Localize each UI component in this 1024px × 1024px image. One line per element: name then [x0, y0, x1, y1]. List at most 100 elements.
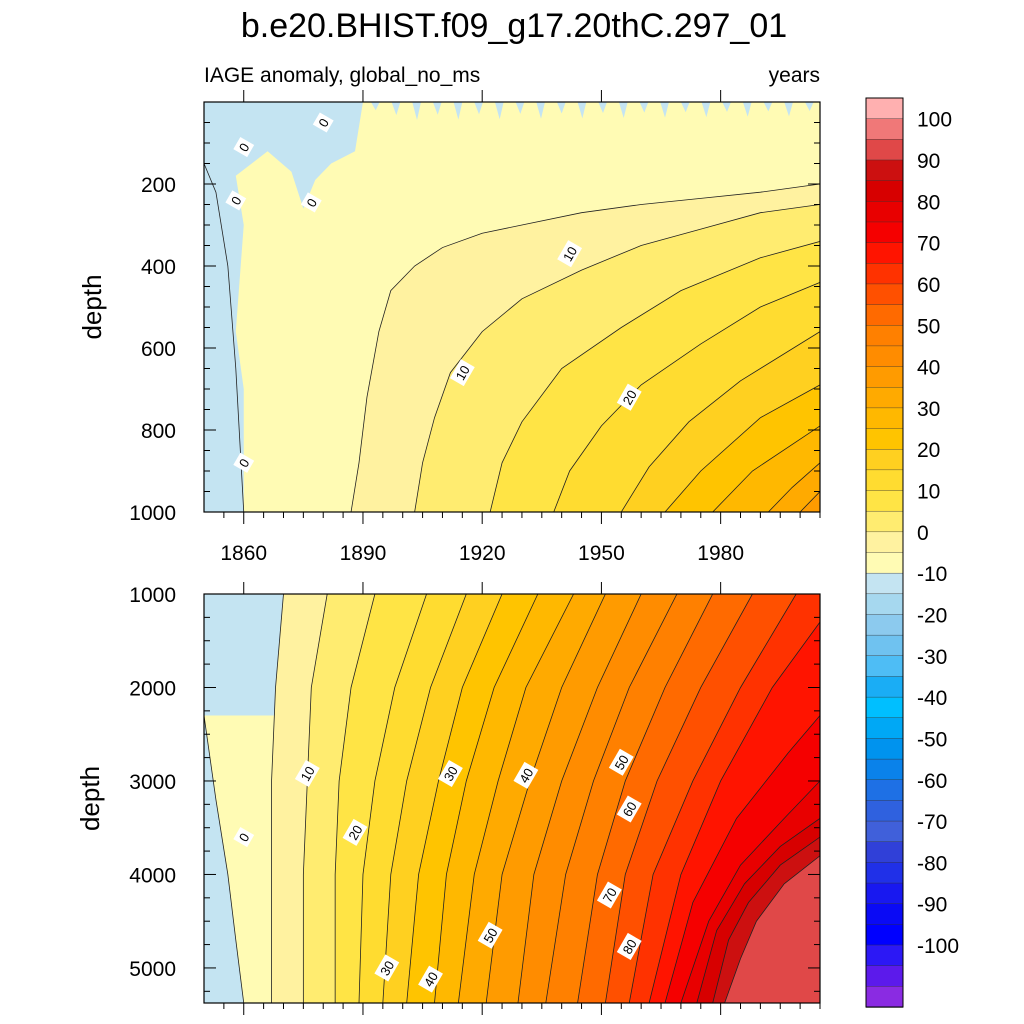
contour-label-text: 10: [453, 363, 473, 383]
y-tick-label: 400: [141, 256, 176, 279]
colorbar-frame: [865, 97, 904, 1008]
colorbar-swatch: [865, 593, 904, 616]
colorbar-swatch: [865, 407, 904, 430]
colorbar-swatch: [865, 304, 904, 326]
negative-spike: [494, 102, 504, 120]
contour-line-40: [457, 594, 574, 1003]
contour-line-40: [768, 462, 820, 512]
contour-label-text: 30: [377, 958, 397, 978]
colorbar-swatch: [865, 242, 904, 264]
contour-label-0: 0: [300, 192, 322, 213]
colorbar-swatch: [865, 490, 904, 512]
y-axis-label: depth: [75, 766, 105, 831]
contour-line-75: [648, 621, 820, 1003]
contour-label-text: 50: [480, 925, 500, 945]
contour-label-0: 0: [312, 112, 334, 133]
lower-panel: 0 10 20 30 40 50 60 30 40 50 70 80 1000 2000 3000 4000 5…: [75, 582, 821, 1015]
contour-label-0: 0: [233, 452, 255, 473]
contour-label-bg: [233, 137, 255, 158]
contour-line-20: [553, 282, 820, 512]
negative-spike: [722, 102, 731, 112]
colorbar-label: -90: [917, 894, 947, 917]
colorbar-swatch: [865, 139, 904, 161]
colorbar-swatch: [865, 738, 904, 760]
contour-band-40: [768, 462, 820, 512]
contour-label-bg: [300, 192, 322, 213]
y-tick-label: 800: [141, 420, 176, 443]
colorbar-label: -20: [917, 604, 947, 627]
colorbar-label: -60: [917, 770, 947, 793]
contour-line-70: [628, 594, 797, 1003]
negative-spike: [536, 102, 545, 119]
colorbar-swatch: [865, 263, 904, 285]
contour-label-10: 10: [294, 759, 320, 788]
colorbar-swatch: [865, 882, 904, 905]
colorbar-swatch: [865, 944, 904, 967]
colorbar-swatch: [865, 469, 904, 492]
colorbar-swatch: [865, 97, 904, 120]
negative-spike: [391, 102, 401, 116]
contour-label-text: 40: [516, 766, 536, 786]
y-tick-label: 200: [141, 174, 176, 197]
contour-label-50: 50: [608, 748, 634, 776]
colorbar-swatch: [865, 510, 904, 533]
y-axis-label: depth: [77, 274, 107, 339]
contour-label-10: 10: [449, 359, 475, 387]
contour-label-30: 30: [374, 954, 400, 982]
colorbar-label: -80: [917, 852, 947, 875]
negative-spike: [474, 102, 483, 115]
colorbar-swatch: [865, 696, 904, 719]
contour-line-5: [271, 594, 284, 1003]
colorbar-swatch: [865, 676, 904, 698]
colorbar-swatch: [865, 800, 904, 822]
colorbar-label: 50: [917, 315, 940, 338]
contour-line-35: [434, 594, 539, 1003]
colorbar-label: 40: [917, 357, 940, 380]
upper-panel: 0 0 0 0 0 10 10 20 200 400 600 800 1000 1860 1890 1920 1…: [77, 90, 821, 565]
negative-spike: [515, 102, 525, 114]
contour-label-60: 60: [616, 795, 642, 823]
contour-line-35: [712, 425, 820, 512]
contour-label-bg: [557, 240, 583, 268]
contour-label-bg: [233, 827, 255, 848]
negative-spike: [784, 102, 793, 117]
negative-spike: [763, 102, 773, 112]
colorbar-swatch: [865, 449, 904, 471]
contour-label-bg: [616, 932, 642, 960]
colorbar-swatch: [865, 634, 904, 657]
contour-label-text: 40: [421, 969, 441, 989]
colorbar-swatch: [865, 325, 904, 347]
colorbar-swatch: [865, 986, 904, 1008]
negative-spike: [556, 102, 566, 114]
contour-lines: [350, 183, 820, 512]
contour-label-10: 10: [557, 240, 583, 268]
contour-line-15: [489, 241, 820, 512]
contour-label-text: 10: [560, 244, 580, 264]
contour-label-text: 20: [345, 823, 365, 843]
negative-spike: [577, 102, 587, 119]
contour-line-10: [414, 204, 820, 512]
contour-label-bg: [513, 761, 539, 789]
colorbar-swatch: [865, 924, 904, 946]
contour-label-0: 0: [233, 827, 255, 848]
contour-label-bg: [312, 112, 334, 133]
contour-line-50: [517, 594, 642, 1003]
x-tick-label: 1920: [459, 542, 506, 565]
contour-line-55: [545, 594, 678, 1003]
plot-frame: [203, 593, 821, 1004]
colorbar-swatch: [865, 862, 904, 884]
contour-label-bg: [342, 818, 368, 846]
x-tick-label: 1890: [340, 542, 387, 565]
negative-spike: [453, 102, 463, 120]
y-tick-label: 1000: [129, 584, 176, 607]
contour-label-40: 40: [513, 761, 539, 789]
colorbar-swatch: [865, 366, 904, 388]
contour-line-95: [712, 836, 820, 1003]
colorbar-swatch: [865, 820, 904, 843]
y-tick-label: 4000: [129, 864, 176, 887]
subtitle-right: years: [769, 64, 820, 87]
subtitle-left: IAGE anomaly, global_no_ms: [204, 64, 480, 87]
negative-spike: [701, 102, 711, 118]
contour-label-bg: [225, 190, 247, 211]
